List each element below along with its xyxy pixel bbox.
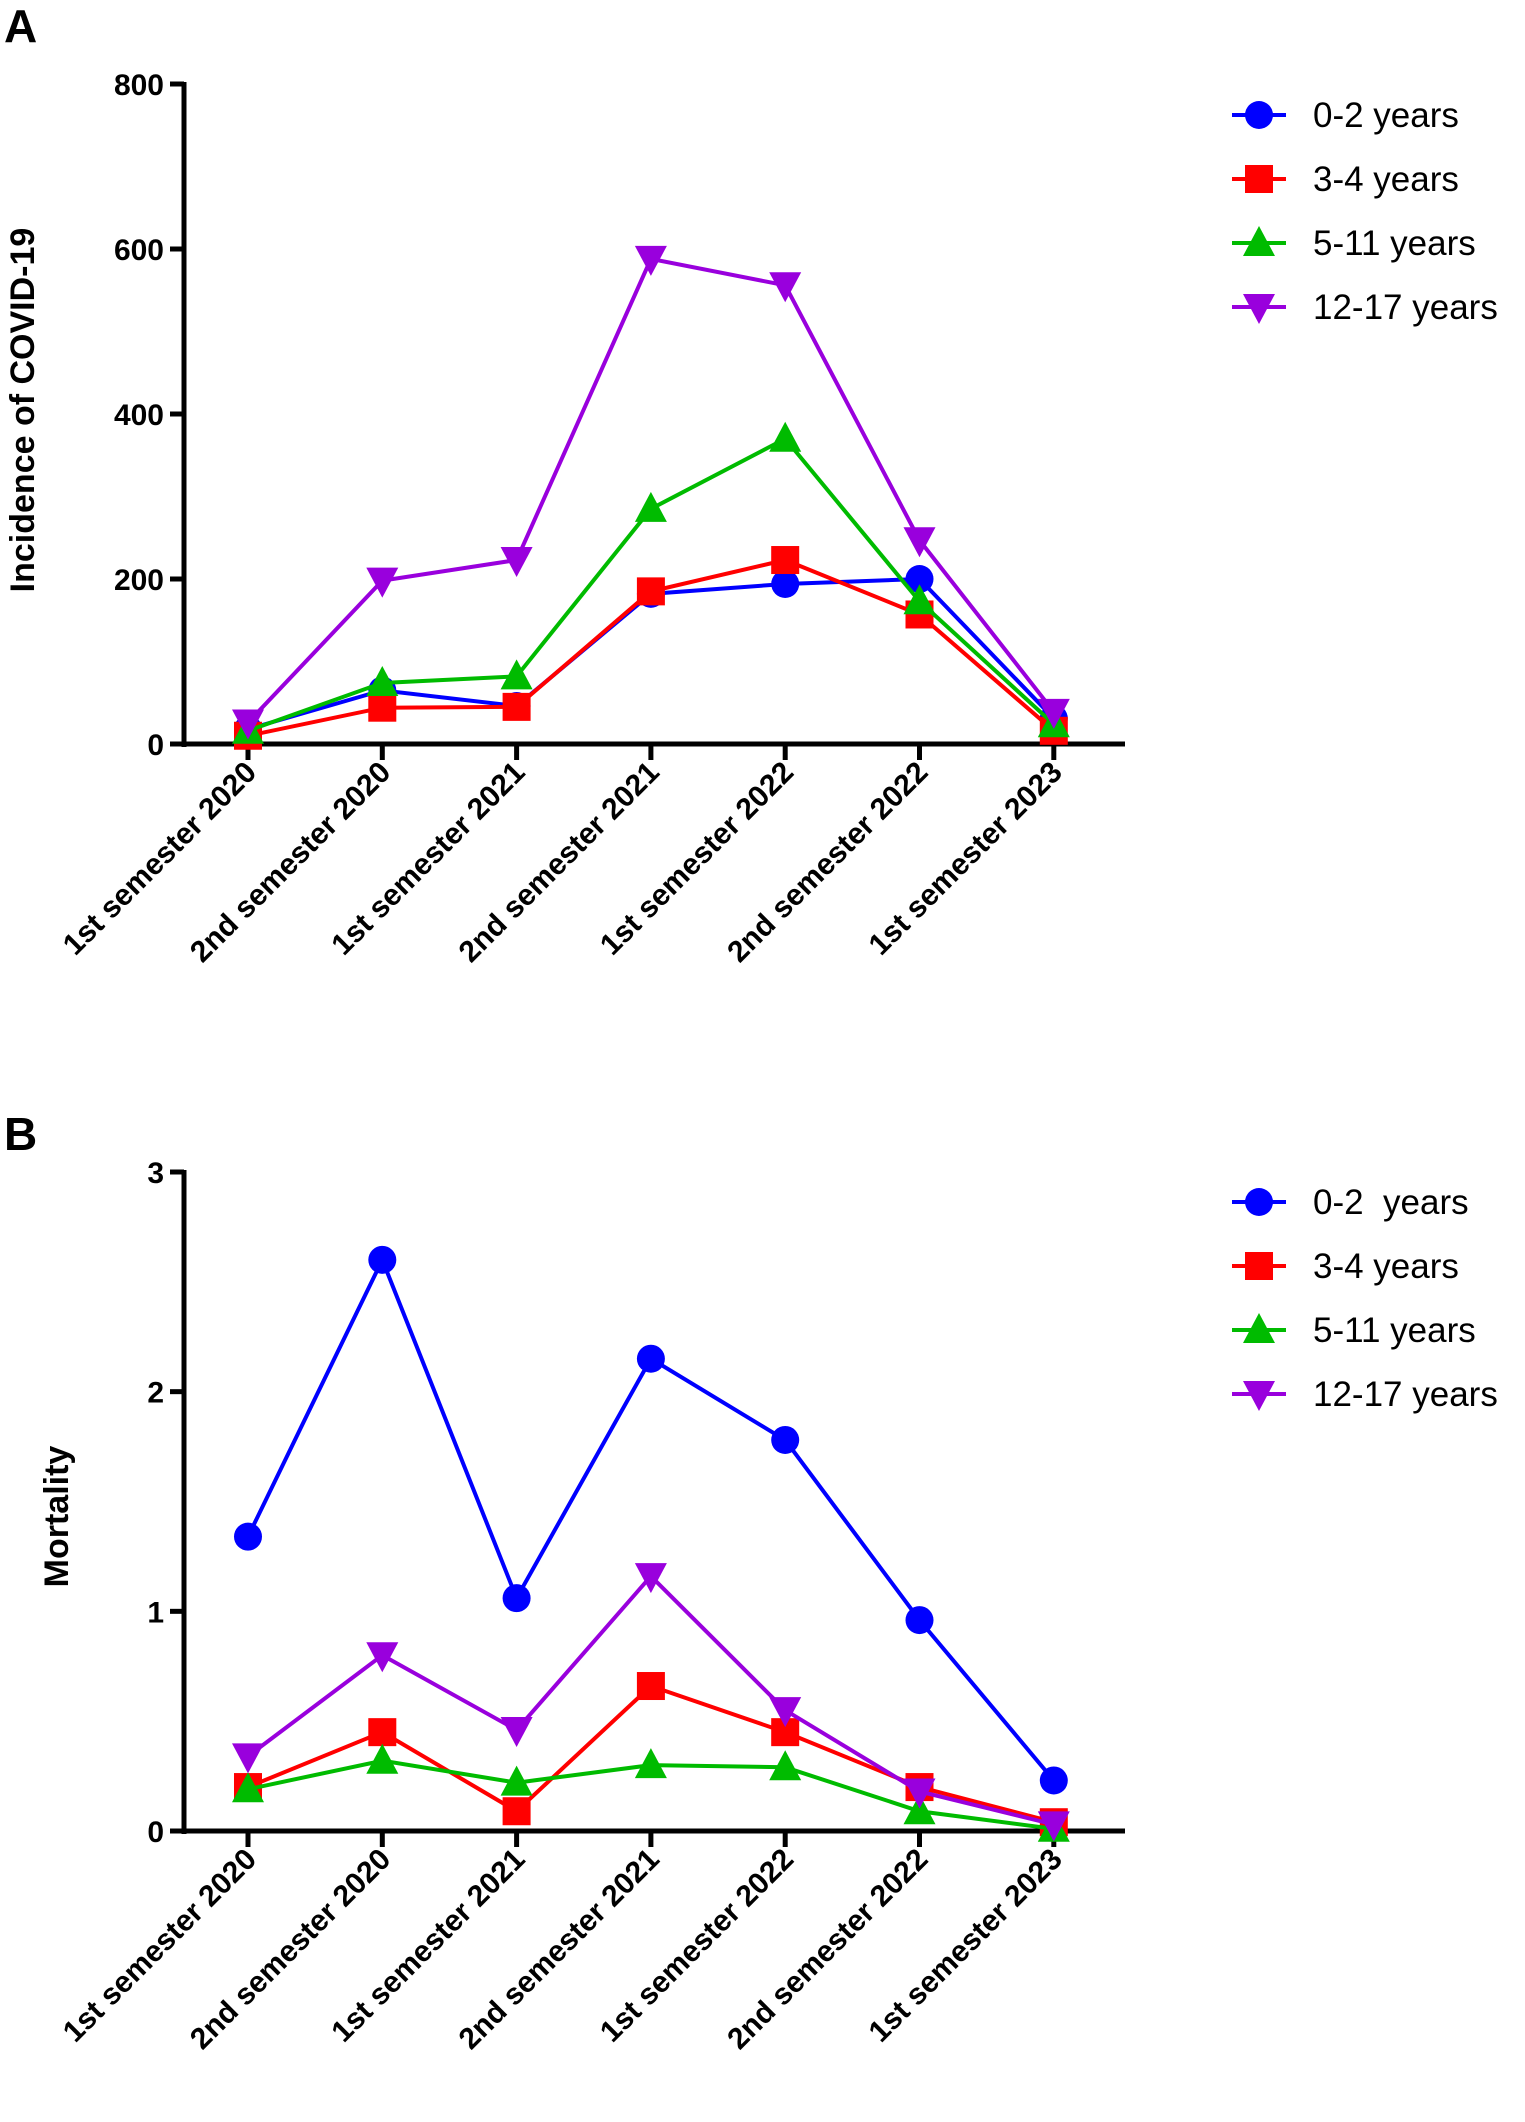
legend-marker bbox=[1245, 165, 1273, 193]
data-point bbox=[769, 421, 802, 452]
legend-entry: 0-2 years bbox=[1232, 1183, 1469, 1222]
data-point bbox=[500, 547, 533, 578]
data-point bbox=[769, 272, 802, 303]
data-point bbox=[903, 584, 936, 615]
data-point bbox=[771, 569, 800, 598]
data-point bbox=[232, 709, 264, 740]
data-point bbox=[903, 527, 936, 558]
series-line bbox=[246, 256, 1056, 724]
series-0 bbox=[234, 1245, 1068, 1795]
y-axis-title: Mortality bbox=[38, 1446, 76, 1588]
y-tick-label: 0 bbox=[147, 1816, 164, 1849]
data-point bbox=[502, 1797, 531, 1826]
data-point bbox=[366, 567, 399, 598]
data-point bbox=[368, 1718, 397, 1747]
panel-label: B bbox=[4, 1108, 37, 1160]
data-point bbox=[636, 1344, 665, 1373]
y-tick-label: 3 bbox=[147, 1157, 164, 1190]
data-point bbox=[502, 692, 531, 721]
data-point bbox=[232, 1743, 264, 1774]
y-axis-title: Incidence of COVID-19 bbox=[4, 228, 42, 593]
legend-marker bbox=[1243, 294, 1275, 324]
y-tick-label: 400 bbox=[114, 399, 164, 432]
legend-label: 12-17 years bbox=[1313, 288, 1498, 327]
legend-marker bbox=[1245, 1252, 1273, 1280]
data-point bbox=[502, 1584, 531, 1613]
data-point bbox=[500, 659, 533, 690]
series-3 bbox=[232, 1563, 1070, 1842]
data-point bbox=[769, 1750, 802, 1781]
data-point bbox=[1037, 1811, 1070, 1842]
panel-label: A bbox=[4, 0, 37, 52]
y-tick-label: 800 bbox=[114, 69, 164, 102]
data-point bbox=[905, 1606, 934, 1635]
data-point bbox=[234, 1522, 262, 1551]
series-3 bbox=[232, 245, 1070, 740]
legend-marker bbox=[1243, 1381, 1275, 1411]
legend-label: 12-17 years bbox=[1313, 1375, 1498, 1414]
data-point bbox=[366, 665, 399, 696]
data-point bbox=[903, 1794, 936, 1825]
y-tick-label: 1 bbox=[147, 1596, 164, 1629]
data-point bbox=[769, 1697, 802, 1728]
data-point bbox=[905, 565, 934, 593]
y-tick-label: 600 bbox=[114, 234, 164, 267]
legend-marker bbox=[1245, 101, 1273, 129]
y-tick-label: 2 bbox=[147, 1377, 164, 1410]
legend-entry: 5-11 years bbox=[1232, 1311, 1476, 1350]
legend-entry: 5-11 years bbox=[1232, 224, 1476, 263]
legend-label: 3-4 years bbox=[1313, 1247, 1459, 1286]
data-point bbox=[634, 245, 667, 276]
series-1 bbox=[234, 546, 1068, 750]
data-point bbox=[500, 1716, 533, 1747]
y-tick-label: 0 bbox=[147, 729, 164, 762]
data-point bbox=[634, 1748, 667, 1779]
legend-label: 3-4 years bbox=[1313, 160, 1459, 199]
data-point bbox=[636, 1672, 665, 1701]
legend-marker bbox=[1243, 1313, 1275, 1343]
legend-label: 5-11 years bbox=[1313, 1311, 1476, 1350]
legend-label: 5-11 years bbox=[1313, 224, 1476, 263]
data-point bbox=[368, 1245, 397, 1274]
data-point bbox=[1039, 1766, 1068, 1795]
data-point bbox=[368, 693, 397, 722]
data-point bbox=[636, 577, 665, 606]
legend-label: 0-2 years bbox=[1313, 96, 1459, 135]
legend-marker bbox=[1245, 1188, 1273, 1216]
data-point bbox=[771, 546, 800, 575]
data-point bbox=[232, 1772, 264, 1803]
legend-entry: 0-2 years bbox=[1232, 96, 1459, 135]
data-point bbox=[903, 1778, 936, 1809]
legend-entry: 12-17 years bbox=[1232, 288, 1498, 327]
data-point bbox=[771, 1425, 800, 1454]
legend-marker bbox=[1243, 226, 1275, 256]
y-tick-label: 200 bbox=[114, 564, 164, 597]
legend-entry: 12-17 years bbox=[1232, 1375, 1498, 1414]
legend-label: 0-2 years bbox=[1313, 1183, 1469, 1222]
data-point bbox=[366, 1642, 399, 1673]
series-2 bbox=[232, 421, 1070, 744]
data-point bbox=[500, 1765, 533, 1796]
series-line bbox=[246, 1254, 1056, 1782]
data-point bbox=[1037, 698, 1070, 729]
legend-entry: 3-4 years bbox=[1232, 160, 1459, 199]
data-point bbox=[634, 1563, 667, 1594]
legend-entry: 3-4 years bbox=[1232, 1247, 1459, 1286]
data-point bbox=[634, 491, 667, 522]
data-point bbox=[366, 1743, 399, 1774]
series-2 bbox=[232, 1743, 1070, 1842]
